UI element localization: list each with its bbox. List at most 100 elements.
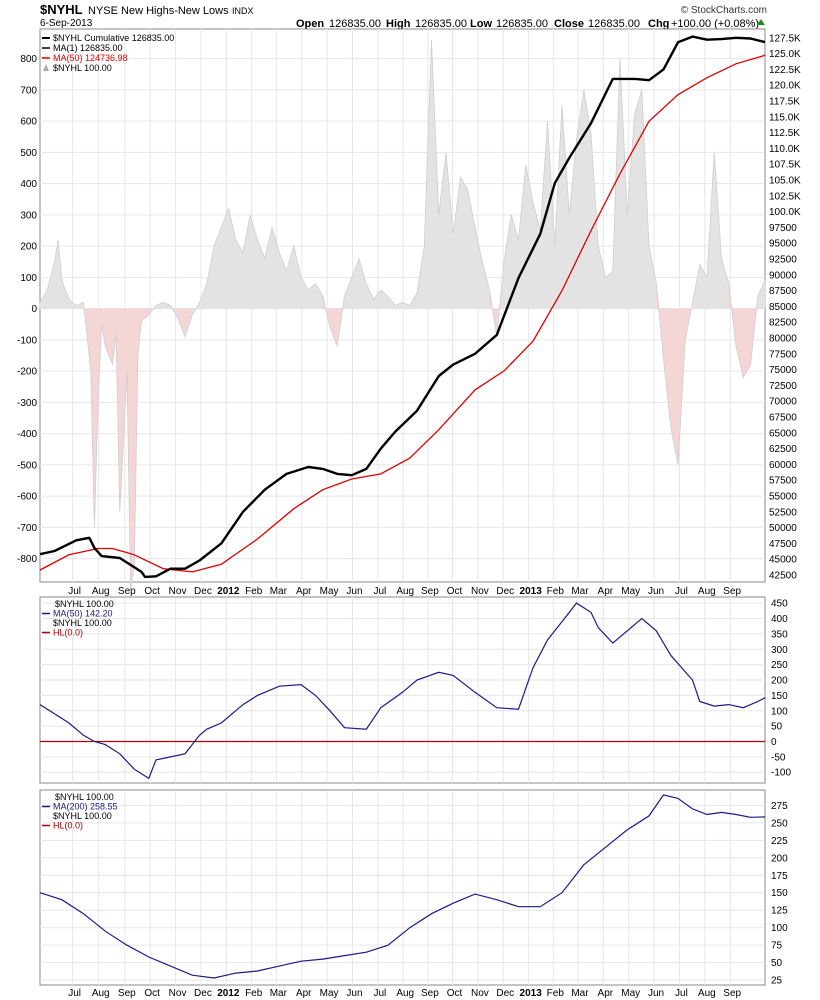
ma50-panel-frame <box>39 596 766 784</box>
histogram-bar-41 <box>293 246 302 309</box>
histogram-bar-88 <box>634 89 642 309</box>
quote-date: 6-Sep-2013 <box>40 18 93 29</box>
histogram-bar-99 <box>714 152 722 309</box>
bottom-x-tick-label-25: Aug <box>698 988 716 999</box>
ma50-line <box>39 54 766 573</box>
right-tick-label-29: 55000 <box>769 492 797 503</box>
x-tick-label-0: Jul <box>68 586 81 597</box>
ma50-tick-label-0: 450 <box>771 599 788 610</box>
histogram-bar-23 <box>163 301 171 309</box>
ma200-osc-line <box>39 794 766 979</box>
bottom-x-tick-label-2: Sep <box>118 988 136 999</box>
histogram-bar-72 <box>518 164 526 309</box>
ma50-legend-label-3: HL(0.0) <box>53 628 83 638</box>
right-tick-label-33: 45000 <box>769 555 797 566</box>
left-tick-label-14: -600 <box>17 492 37 503</box>
x-tick-label-18: 2013 <box>520 586 543 597</box>
chg-value: +100.00 (+0.08%) <box>671 18 759 30</box>
legend-label-2: MA(50) 124736.98 <box>53 53 128 63</box>
ma50-tick-label-5: 200 <box>771 676 788 687</box>
bottom-x-tick-label-13: Aug <box>396 988 414 999</box>
ma50-legend-label-1: MA(50) 142.20 <box>53 609 113 619</box>
histogram-bar-40 <box>286 246 294 309</box>
right-tick-label-19: 80000 <box>769 334 797 345</box>
bottom-x-tick-label-3: Oct <box>144 988 160 999</box>
x-tick-label-17: Dec <box>496 586 514 597</box>
x-tick-label-21: Apr <box>598 586 614 597</box>
ma200-grid <box>40 790 765 985</box>
ma200-series <box>39 794 766 979</box>
x-tick-label-2: Sep <box>118 586 136 597</box>
right-tick-label-6: 112.5K <box>769 128 800 139</box>
left-tick-label-13: -500 <box>17 460 37 471</box>
ma200-tick-label-3: 200 <box>771 853 788 864</box>
main-series <box>39 35 766 579</box>
high-value: 126835.00 <box>415 18 467 30</box>
histogram-series <box>39 39 766 590</box>
right-tick-label-8: 107.5K <box>769 160 801 171</box>
ma50-legend-label-2: $NYHL 100.00 <box>53 618 112 628</box>
right-tick-label-15: 90000 <box>769 270 797 281</box>
x-tick-label-16: Nov <box>471 586 489 597</box>
ma50-tick-label-9: 0 <box>771 737 777 748</box>
right-tick-label-4: 117.5K <box>769 97 800 108</box>
right-tick-label-20: 77500 <box>769 349 797 360</box>
histogram-bar-60 <box>431 39 439 309</box>
bottom-x-tick-label-6: 2012 <box>217 988 240 999</box>
symbol: $NYHL <box>40 2 83 17</box>
bottom-x-tick-label-14: Sep <box>421 988 439 999</box>
bottom-x-tick-label-5: Dec <box>194 988 212 999</box>
histogram-bar-4 <box>61 280 70 309</box>
bottom-x-tick-label-17: Dec <box>496 988 514 999</box>
histogram-bar-25 <box>177 308 186 337</box>
right-tick-label-11: 100.0K <box>769 207 801 218</box>
bottom-x-tick-label-16: Nov <box>471 988 489 999</box>
ma200-tick-label-4: 175 <box>771 871 788 882</box>
index-name: NYSE New Highs-New Lows <box>88 5 229 17</box>
histogram-bar-100 <box>721 258 729 309</box>
x-tick-label-23: Jun <box>648 586 664 597</box>
legend-label-1: MA(1) 126835.00 <box>53 43 123 53</box>
x-tick-label-11: Jun <box>346 586 362 597</box>
chart-header: $NYHL NYSE New Highs-New Lows INDX 6-Sep… <box>40 2 767 30</box>
ma200-legend-label-2: $NYHL 100.00 <box>53 811 112 821</box>
right-tick-label-28: 57500 <box>769 476 797 487</box>
main-axes: 800 700 600 500 400 300 200 100 0 -100 -200 -300 -40… <box>17 33 801 581</box>
histogram-bar-63 <box>453 177 461 309</box>
right-tick-label-13: 95000 <box>769 239 797 250</box>
ma50-series <box>39 602 766 780</box>
left-tick-label-15: -700 <box>17 523 37 534</box>
bottom-x-tick-label-23: Jun <box>648 988 664 999</box>
x-tick-label-20: Mar <box>571 586 589 597</box>
ma200-legend-label-1: MA(200) 258.55 <box>53 802 118 812</box>
bottom-x-tick-label-11: Jun <box>346 988 362 999</box>
right-tick-label-16: 87500 <box>769 286 797 297</box>
ma50-grid <box>40 597 765 783</box>
bottom-x-tick-label-1: Aug <box>92 988 110 999</box>
right-tick-label-1: 125.0K <box>769 49 801 60</box>
legend-label-0: $NYHL Cumulative 126835.00 <box>53 33 174 43</box>
histogram-bar-50 <box>358 258 367 309</box>
ma200-tick-label-1: 250 <box>771 818 788 829</box>
open-label: Open <box>296 18 324 30</box>
histogram-bar-83 <box>598 246 606 309</box>
ma200-legend-label-0: $NYHL 100.00 <box>55 792 114 802</box>
right-tick-label-3: 120.0K <box>769 81 801 92</box>
histogram-bar-56 <box>402 301 410 309</box>
right-tick-label-27: 60000 <box>769 460 797 471</box>
exchange: INDX <box>232 6 254 16</box>
close-label: Close <box>554 18 584 30</box>
right-tick-label-17: 85000 <box>769 302 797 313</box>
left-tick-label-10: -200 <box>17 367 37 378</box>
histogram-bar-74 <box>532 202 541 309</box>
right-tick-label-21: 75000 <box>769 365 797 376</box>
bottom-x-tick-label-22: May <box>621 988 640 999</box>
open-value: 126835.00 <box>329 18 381 30</box>
histogram-bar-46 <box>329 308 338 347</box>
left-tick-label-8: 0 <box>31 304 37 315</box>
histogram-bar-43 <box>308 283 316 309</box>
right-tick-label-0: 127.5K <box>769 33 801 44</box>
ma200-tick-label-6: 125 <box>771 906 788 917</box>
right-tick-label-30: 52500 <box>769 507 797 518</box>
